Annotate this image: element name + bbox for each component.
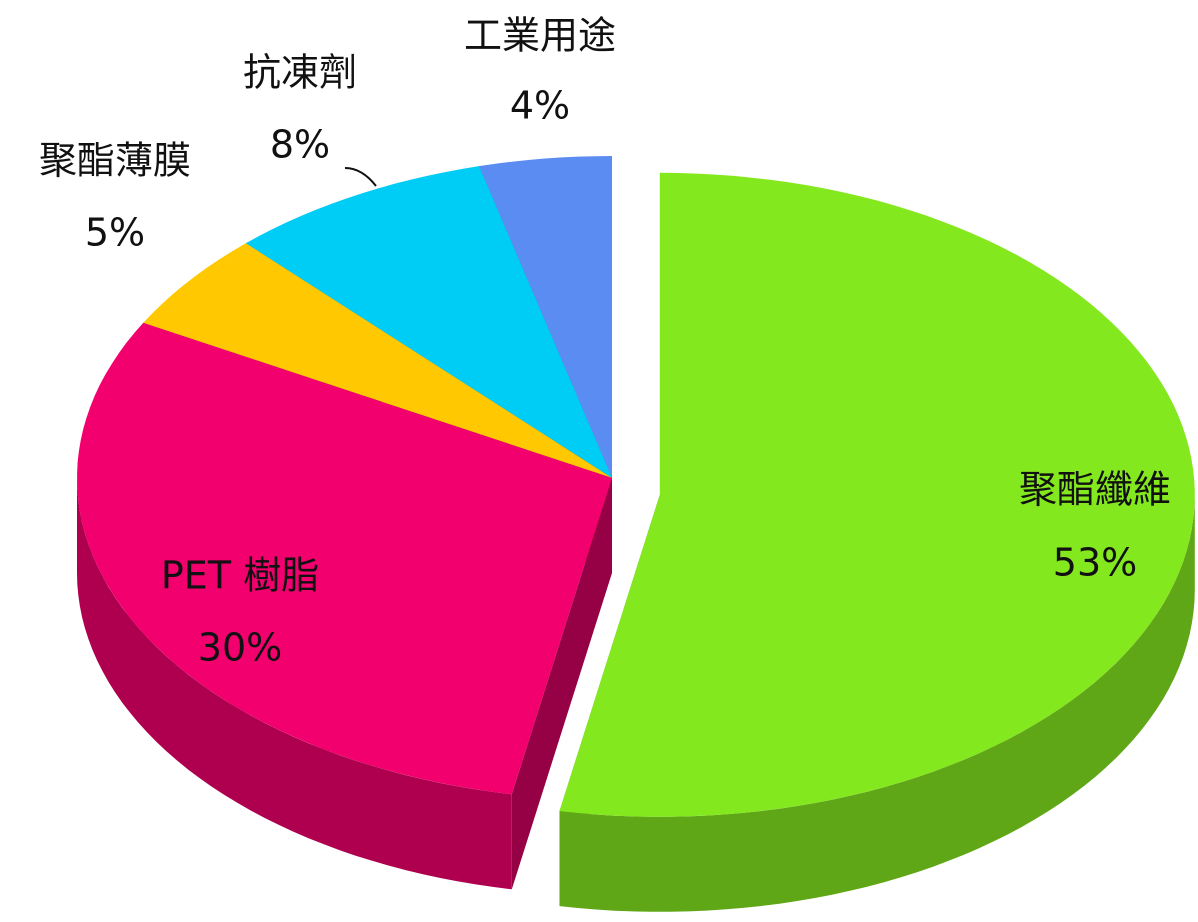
leader-line [344,167,377,187]
category-label: 工業用途 [464,14,616,58]
slice-top [245,166,613,478]
slice-side [559,494,1195,912]
value-label: 30% [198,626,282,670]
value-label: 4% [510,84,570,128]
pie [77,156,1195,912]
slice [77,322,613,890]
category-label: 聚酯纖維 [1019,468,1171,512]
value-label: 5% [85,211,145,255]
category-label: PET 樹脂 [161,554,319,598]
slice-top [559,172,1195,817]
value-label: 53% [1053,541,1137,585]
slice-top [77,322,613,795]
slice [559,172,1195,912]
labels: 聚酯纖維 53% PET 樹脂 30% 聚酯薄膜 5% 抗凍劑 8% 工業用途 4% [39,14,1171,670]
category-label: 抗凍劑 [243,51,357,95]
slice-top [143,243,612,478]
slice-wall [511,478,612,890]
category-label: 聚酯薄膜 [39,139,191,183]
slice-side [77,478,512,890]
slice-top [479,156,612,478]
value-label: 8% [270,123,330,167]
